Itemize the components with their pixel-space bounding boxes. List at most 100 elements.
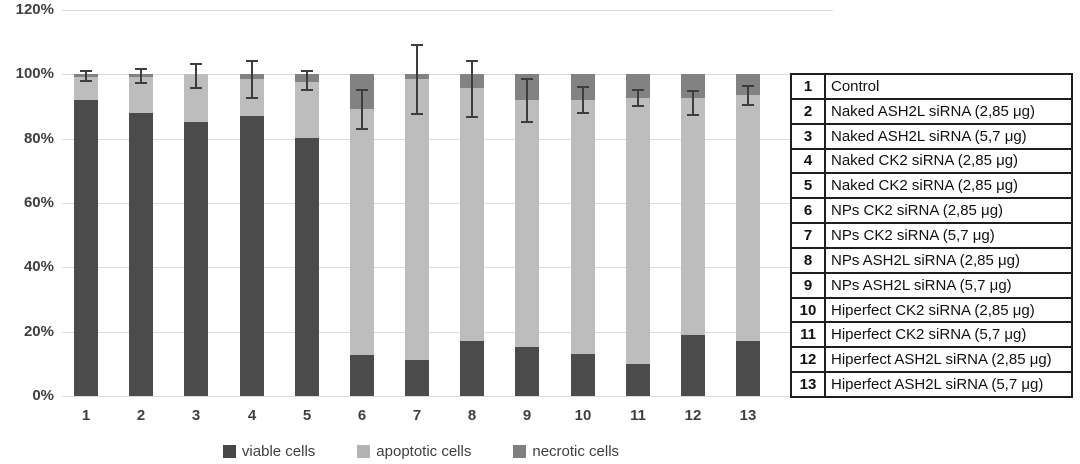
condition-legend-table: 1 Control 2 Naked ASH2L siRNA (2,85 μg) 3 Nak… <box>790 73 1073 398</box>
error-bar-cap-bottom <box>246 97 258 99</box>
error-bar-1 <box>79 70 93 82</box>
error-bar-cap-bottom <box>521 121 533 123</box>
condition-row-6: 6 NPs CK2 siRNA (2,85 μg) <box>792 199 1071 225</box>
condition-number: 11 <box>792 323 826 347</box>
error-bar-cap-top <box>301 70 313 72</box>
y-tick-label: 100% <box>15 65 54 82</box>
legend-label: viable cells <box>241 442 316 460</box>
x-tick-label-1: 1 <box>81 407 91 424</box>
y-tick-label: 80% <box>23 130 54 147</box>
condition-row-11: 11 Hiperfect CK2 siRNA (5,7 μg) <box>792 323 1071 349</box>
condition-label: Hiperfect CK2 siRNA (5,7 μg) <box>831 326 1027 344</box>
gridline-40% <box>62 267 833 268</box>
error-bar-cap-top <box>190 63 202 65</box>
apoptotic-cells-segment <box>350 109 374 356</box>
condition-row-3: 3 Naked ASH2L siRNA (5,7 μg) <box>792 124 1071 150</box>
x-tick-label-4: 4 <box>247 407 257 424</box>
chart-legend: viable cells apoptotic cells necrotic cell… <box>62 441 780 461</box>
error-bar-line <box>582 86 584 114</box>
apoptotic-cells-segment <box>736 94 760 341</box>
error-bar-line <box>747 85 749 106</box>
condition-label: Hiperfect CK2 siRNA (2,85 μg) <box>831 301 1035 319</box>
stacked-bar-12 <box>681 74 705 396</box>
viable-cells-segment <box>129 112 153 396</box>
condition-row-5: 5 Naked CK2 siRNA (2,85 μg) <box>792 174 1071 200</box>
gridline-60% <box>62 203 833 204</box>
viable-cells-segment <box>460 340 484 396</box>
legend-swatch-icon <box>357 444 371 458</box>
error-bar-2 <box>134 68 148 84</box>
apoptotic-cells-segment <box>295 82 319 139</box>
legend-item-apoptotic-cells: apoptotic cells <box>357 443 471 460</box>
condition-label: NPs ASH2L siRNA (2,85 μg) <box>831 251 1020 269</box>
condition-number: 1 <box>792 75 826 98</box>
x-tick-label-7: 7 <box>412 407 422 424</box>
y-tick-label: 0% <box>32 387 54 404</box>
error-bar-cap-top <box>356 89 368 91</box>
error-bar-cap-top <box>135 68 147 70</box>
viable-cells-segment <box>184 122 208 396</box>
legend-item-necrotic-cells: necrotic cells <box>513 443 619 460</box>
legend-label: apoptotic cells <box>376 442 472 460</box>
error-bar-cap-bottom <box>687 114 699 116</box>
condition-row-8: 8 NPs ASH2L siRNA (2,85 μg) <box>792 248 1071 274</box>
condition-number: 6 <box>792 199 826 223</box>
error-bar-line <box>692 90 694 116</box>
condition-label: Hiperfect ASH2L siRNA (2,85 μg) <box>831 351 1052 369</box>
condition-number: 13 <box>792 373 826 396</box>
error-bar-4 <box>245 60 259 99</box>
apoptotic-cells-segment <box>571 99 595 354</box>
condition-number: 12 <box>792 348 826 372</box>
y-tick-label: 120% <box>15 1 54 18</box>
condition-label: Naked CK2 siRNA (2,85 μg) <box>831 177 1019 195</box>
condition-row-10: 10 Hiperfect CK2 siRNA (2,85 μg) <box>792 298 1071 324</box>
error-bar-cap-bottom <box>632 105 644 107</box>
viable-cells-segment <box>405 360 429 396</box>
error-bar-cap-bottom <box>466 116 478 118</box>
viable-cells-segment <box>350 355 374 396</box>
x-tick-label-6: 6 <box>357 407 367 424</box>
error-bar-cap-bottom <box>135 82 147 84</box>
gridline-20% <box>62 332 833 333</box>
error-bar-cap-bottom <box>301 89 313 91</box>
viable-cells-segment <box>240 115 264 396</box>
condition-label: NPs ASH2L siRNA (5,7 μg) <box>831 276 1012 294</box>
stacked-bar-2 <box>129 74 153 396</box>
viable-cells-segment <box>681 334 705 396</box>
condition-label: Hiperfect ASH2L siRNA (5,7 μg) <box>831 376 1044 394</box>
necrotic-cells-segment <box>736 74 760 95</box>
gridline-100% <box>62 74 833 75</box>
condition-label: NPs CK2 siRNA (5,7 μg) <box>831 226 995 244</box>
error-bar-cap-bottom <box>190 87 202 89</box>
error-bar-line <box>85 70 87 82</box>
x-tick-label-9: 9 <box>522 407 532 424</box>
condition-row-4: 4 Naked CK2 siRNA (2,85 μg) <box>792 149 1071 175</box>
error-bar-cap-bottom <box>356 128 368 130</box>
condition-label: NPs CK2 siRNA (2,85 μg) <box>831 202 1004 220</box>
error-bar-7 <box>410 44 424 115</box>
condition-number: 8 <box>792 248 826 272</box>
condition-row-1: 1 Control <box>792 75 1071 100</box>
condition-row-2: 2 Naked ASH2L siRNA (2,85 μg) <box>792 99 1071 125</box>
stacked-bar-9 <box>515 74 539 396</box>
error-bar-12 <box>686 90 700 116</box>
error-bar-5 <box>300 70 314 91</box>
error-bar-line <box>195 63 197 89</box>
stacked-bar-4 <box>240 74 264 396</box>
x-tick-label-8: 8 <box>467 407 477 424</box>
error-bar-line <box>526 78 528 123</box>
viable-cells-segment <box>74 99 98 396</box>
viable-cells-segment <box>295 138 319 396</box>
error-bar-cap-bottom <box>80 80 92 82</box>
error-bar-6 <box>355 89 369 130</box>
x-tick-label-3: 3 <box>191 407 201 424</box>
error-bar-cap-bottom <box>577 112 589 114</box>
error-bar-cap-top <box>80 70 92 72</box>
condition-row-9: 9 NPs ASH2L siRNA (5,7 μg) <box>792 273 1071 299</box>
viable-cells-segment <box>626 363 650 396</box>
condition-label: Naked CK2 siRNA (2,85 μg) <box>831 152 1019 170</box>
error-bar-line <box>471 60 473 118</box>
viable-cells-segment <box>571 353 595 396</box>
y-tick-label: 60% <box>23 194 54 211</box>
error-bar-cap-bottom <box>742 104 754 106</box>
